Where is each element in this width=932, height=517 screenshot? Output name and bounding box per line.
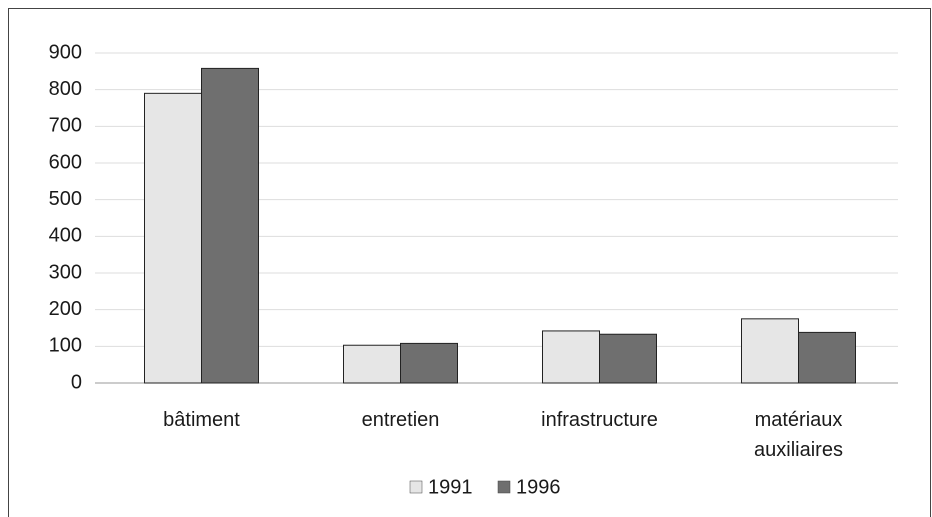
legend-swatch: [497, 480, 511, 494]
bar: [343, 344, 401, 384]
x-tick-label: bâtiment: [163, 409, 240, 431]
legend-label: 1991: [428, 476, 473, 498]
y-tick-label: 400: [49, 225, 82, 247]
x-tick-label: infrastructure: [541, 409, 658, 431]
y-tick-label: 700: [49, 115, 82, 137]
y-tick-label: 0: [71, 371, 82, 393]
bar: [542, 330, 600, 384]
bar: [144, 92, 202, 384]
x-tick-label: entretien: [361, 409, 440, 431]
bar: [798, 331, 856, 384]
bar: [201, 67, 259, 384]
y-tick-label: 500: [49, 188, 82, 210]
legend-swatch: [409, 480, 423, 494]
bar: [599, 333, 657, 384]
bar: [741, 318, 799, 384]
y-tick-label: 900: [49, 41, 82, 63]
chart-border: [8, 8, 931, 517]
y-tick-label: 300: [49, 261, 82, 283]
y-tick-label: 800: [49, 78, 82, 100]
legend-label: 1996: [516, 476, 561, 498]
x-tick-label: matériaux auxiliaires: [754, 409, 843, 461]
y-tick-label: 200: [49, 298, 82, 320]
y-tick-label: 100: [49, 335, 82, 357]
y-tick-label: 600: [49, 151, 82, 173]
bar: [400, 342, 458, 384]
